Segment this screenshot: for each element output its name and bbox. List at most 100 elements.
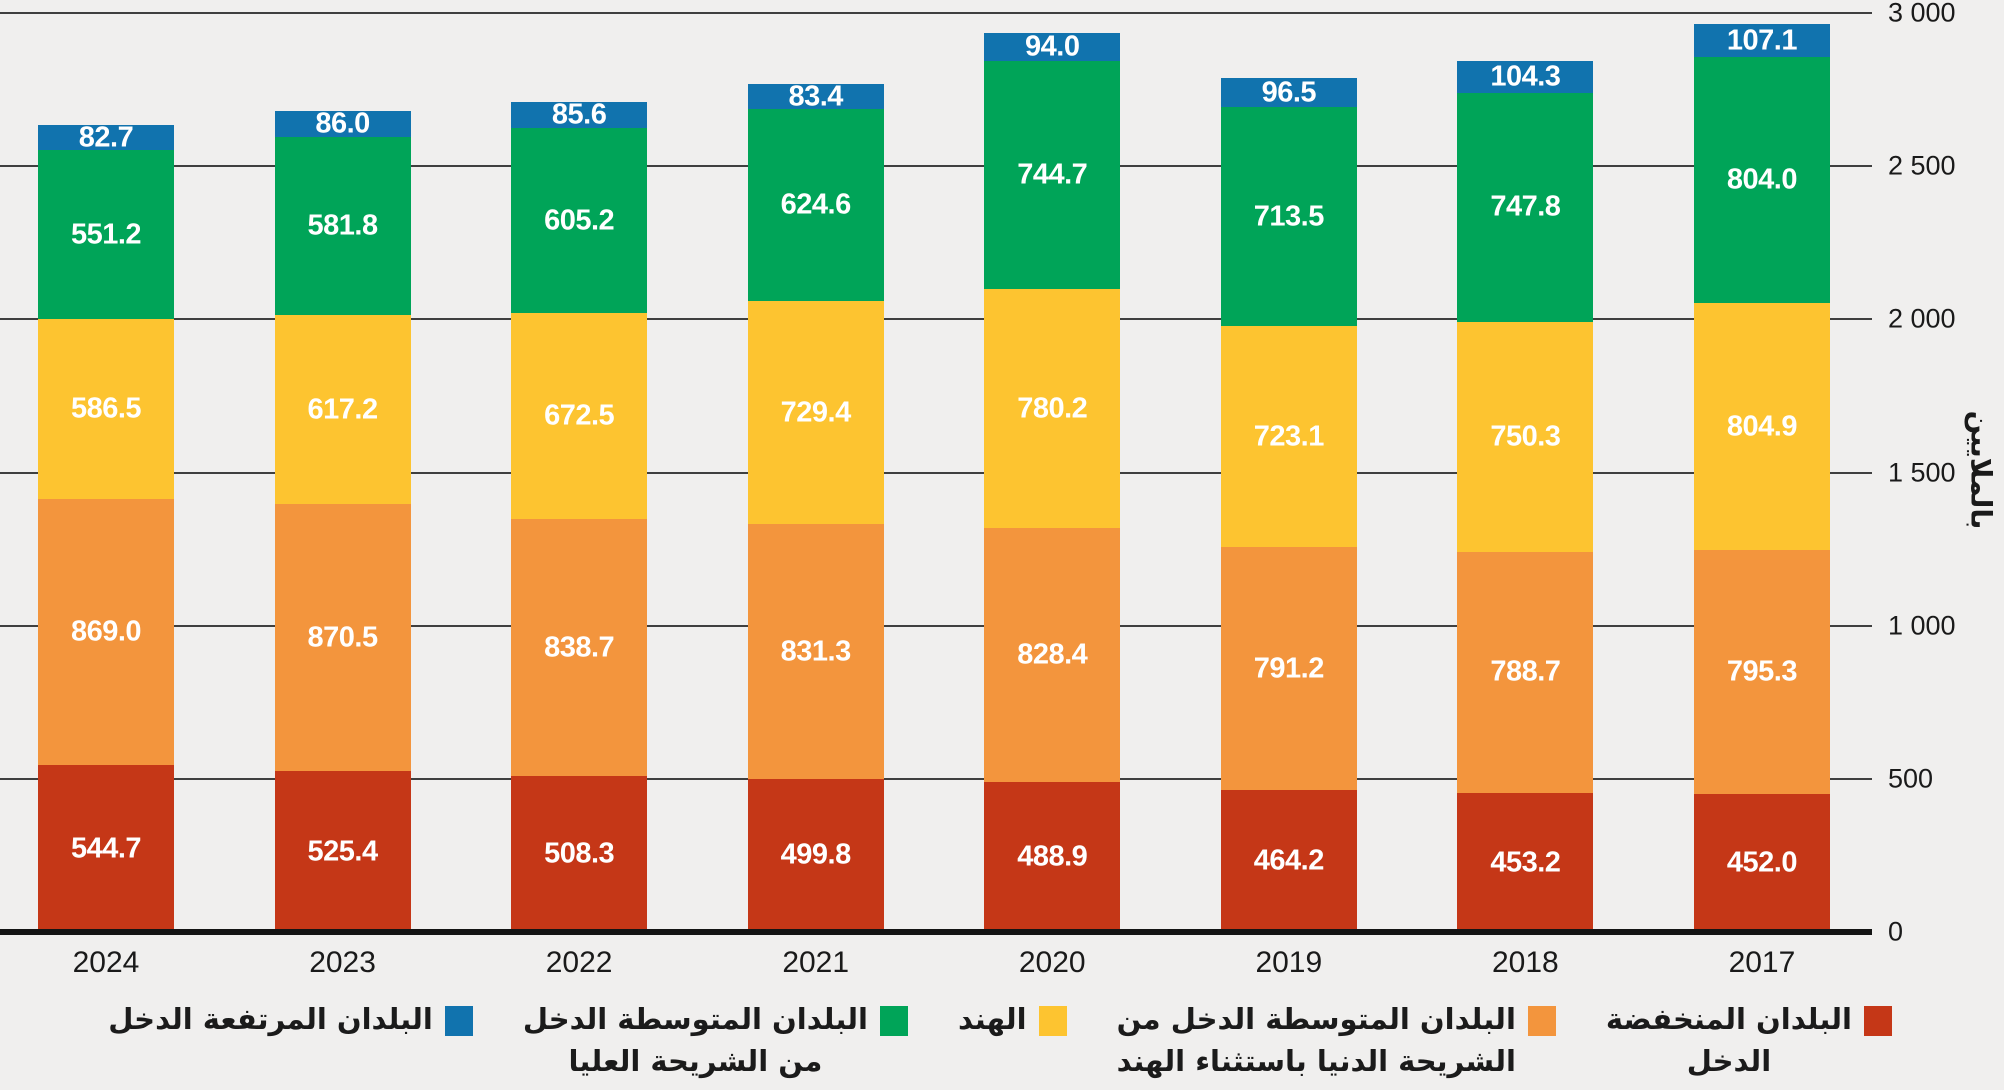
segment-value-label: 544.7 [70,832,142,865]
legend-item-upper-middle: البلدان المتوسطة الدخل من الشريحة العليا [523,998,908,1082]
gridline-2500 [0,165,1872,168]
segment-value-label: 581.8 [307,209,379,242]
gridline-1000 [0,624,1872,627]
legend-swatch-low-income [1864,1006,1892,1036]
legend-item-low-income: البلدان المنخفضة الدخل [1606,998,1892,1082]
bar-segment: 672.5 [511,313,648,520]
y-tick-label: 0 [1888,916,1904,947]
segment-value-label: 838.7 [544,631,615,664]
bar-segment: 870.5 [274,504,411,772]
segment-value-label: 94.0 [1025,30,1080,63]
legend-swatch-lower-middle-excl-india [1527,1006,1556,1036]
legend-swatch-india [1038,1006,1067,1036]
x-axis-label-2018: 2018 [1492,946,1559,979]
segment-value-label: 788.7 [1490,655,1561,688]
bars-container: 82.7 551.2 586.5 869.0 544.7 86.0 581.8 617.2 87… [0,13,1872,932]
segment-value-label: 452.0 [1726,846,1798,879]
bar-segment: 624.6 [747,109,884,301]
segment-value-label: 804.0 [1726,163,1798,196]
segment-value-label: 85.6 [551,98,607,131]
segment-value-label: 551.2 [70,218,142,251]
bar-2024: 82.7 551.2 586.5 869.0 544.7 [38,121,174,932]
bar-segment: 804.0 [1693,57,1830,304]
bar-segment: 605.2 [511,127,648,314]
legend-label: الهند [957,1002,1027,1036]
bar-segment: 831.3 [747,524,884,779]
bar-segment: 85.6 [511,98,648,130]
segment-value-label: 713.5 [1253,200,1325,233]
legend-swatch-high-income [444,1006,473,1036]
segment-value-label: 870.5 [307,621,379,654]
y-tick-label: 500 [1888,763,1934,794]
bar-segment: 780.2 [984,289,1121,529]
bar-segment: 453.2 [1457,793,1594,932]
bar-segment: 869.0 [38,498,174,766]
x-axis-line [0,929,1872,935]
bar-segment: 713.5 [1220,107,1357,326]
bar-segment: 828.4 [984,528,1121,783]
y-tick-label: 1 500 [1888,457,1956,487]
y-axis-title: بالملايين [1964,410,1998,530]
legend-label: البلدان المنخفضة الدخل [1605,1002,1852,1078]
segment-value-label: 617.2 [307,393,379,426]
bar-2017: 107.1 804.0 804.9 795.3 452.0 [1693,24,1830,932]
bar-segment: 750.3 [1457,321,1594,552]
bar-segment: 804.9 [1693,303,1830,550]
y-tick-label: 2 500 [1888,150,1956,181]
legend-item-high-income: البلدان المرتفعة الدخل [108,998,473,1040]
bar-segment: 104.3 [1457,60,1594,93]
bar-segment: 86.0 [274,107,411,139]
segment-value-label: 624.6 [780,188,852,221]
x-axis-label-2023: 2023 [309,946,376,979]
legend: البلدان المنخفضة الدخل البلدان المتوسطة … [0,998,2004,1082]
segment-value-label: 672.5 [544,399,615,432]
legend-label: البلدان المتوسطة الدخل من الشريحة الدنيا… [1116,1002,1516,1078]
y-tick-label: 1 000 [1888,610,1956,641]
segment-value-label: 107.1 [1726,24,1798,57]
legend-label: البلدان المتوسطة الدخل من الشريحة العليا [522,1002,868,1078]
legend-swatch-upper-middle [879,1006,908,1036]
bar-2018: 104.3 747.8 750.3 788.7 453.2 [1457,60,1594,932]
segment-value-label: 586.5 [70,392,142,425]
segment-value-label: 499.8 [780,838,852,871]
bar-segment: 586.5 [38,319,174,499]
gridline-2000 [0,318,1872,321]
bar-segment: 508.3 [511,776,648,932]
bar-segment: 525.4 [274,771,411,932]
bar-segment: 744.7 [984,61,1121,290]
bar-segment: 581.8 [274,137,411,316]
legend-item-india: الهند [958,998,1067,1040]
bar-2023: 86.0 581.8 617.2 870.5 525.4 [274,107,411,932]
segment-value-label: 747.8 [1490,190,1561,223]
segment-value-label: 453.2 [1490,846,1561,879]
x-axis-labels: 2024 2023 2022 2021 2020 2019 2018 2017 [0,946,1872,980]
segment-value-label: 791.2 [1253,652,1325,685]
segment-value-label: 795.3 [1726,655,1798,688]
segment-value-label: 96.5 [1261,76,1317,109]
bar-segment: 551.2 [38,150,174,320]
x-axis-label-2019: 2019 [1255,946,1323,979]
segment-value-label: 605.2 [544,204,615,237]
x-axis-label-2021: 2021 [782,946,850,979]
bar-segment: 723.1 [1220,325,1357,548]
bar-2019: 96.5 713.5 723.1 791.2 464.2 [1220,76,1357,932]
bar-2022: 85.6 605.2 672.5 838.7 508.3 [511,98,648,932]
segment-value-label: 804.9 [1726,410,1798,443]
bar-segment: 617.2 [274,315,411,505]
bar-segment: 452.0 [1693,793,1830,932]
segment-value-label: 729.4 [780,396,852,429]
gridline-3000 [0,12,1872,14]
bar-segment: 544.7 [38,765,174,932]
segment-value-label: 464.2 [1253,844,1325,877]
legend-item-lower-middle-excl-india: البلدان المتوسطة الدخل من الشريحة الدنيا… [1117,998,1556,1082]
bar-segment: 96.5 [1220,76,1357,109]
bar-segment: 499.8 [747,778,884,932]
segment-value-label: 82.7 [78,121,134,154]
bar-segment: 83.4 [747,80,884,112]
bar-segment: 747.8 [1457,92,1594,322]
bar-segment: 791.2 [1220,547,1357,790]
gridline-500 [0,777,1872,780]
segment-value-label: 750.3 [1490,420,1561,453]
x-axis-label-2017: 2017 [1728,946,1796,979]
